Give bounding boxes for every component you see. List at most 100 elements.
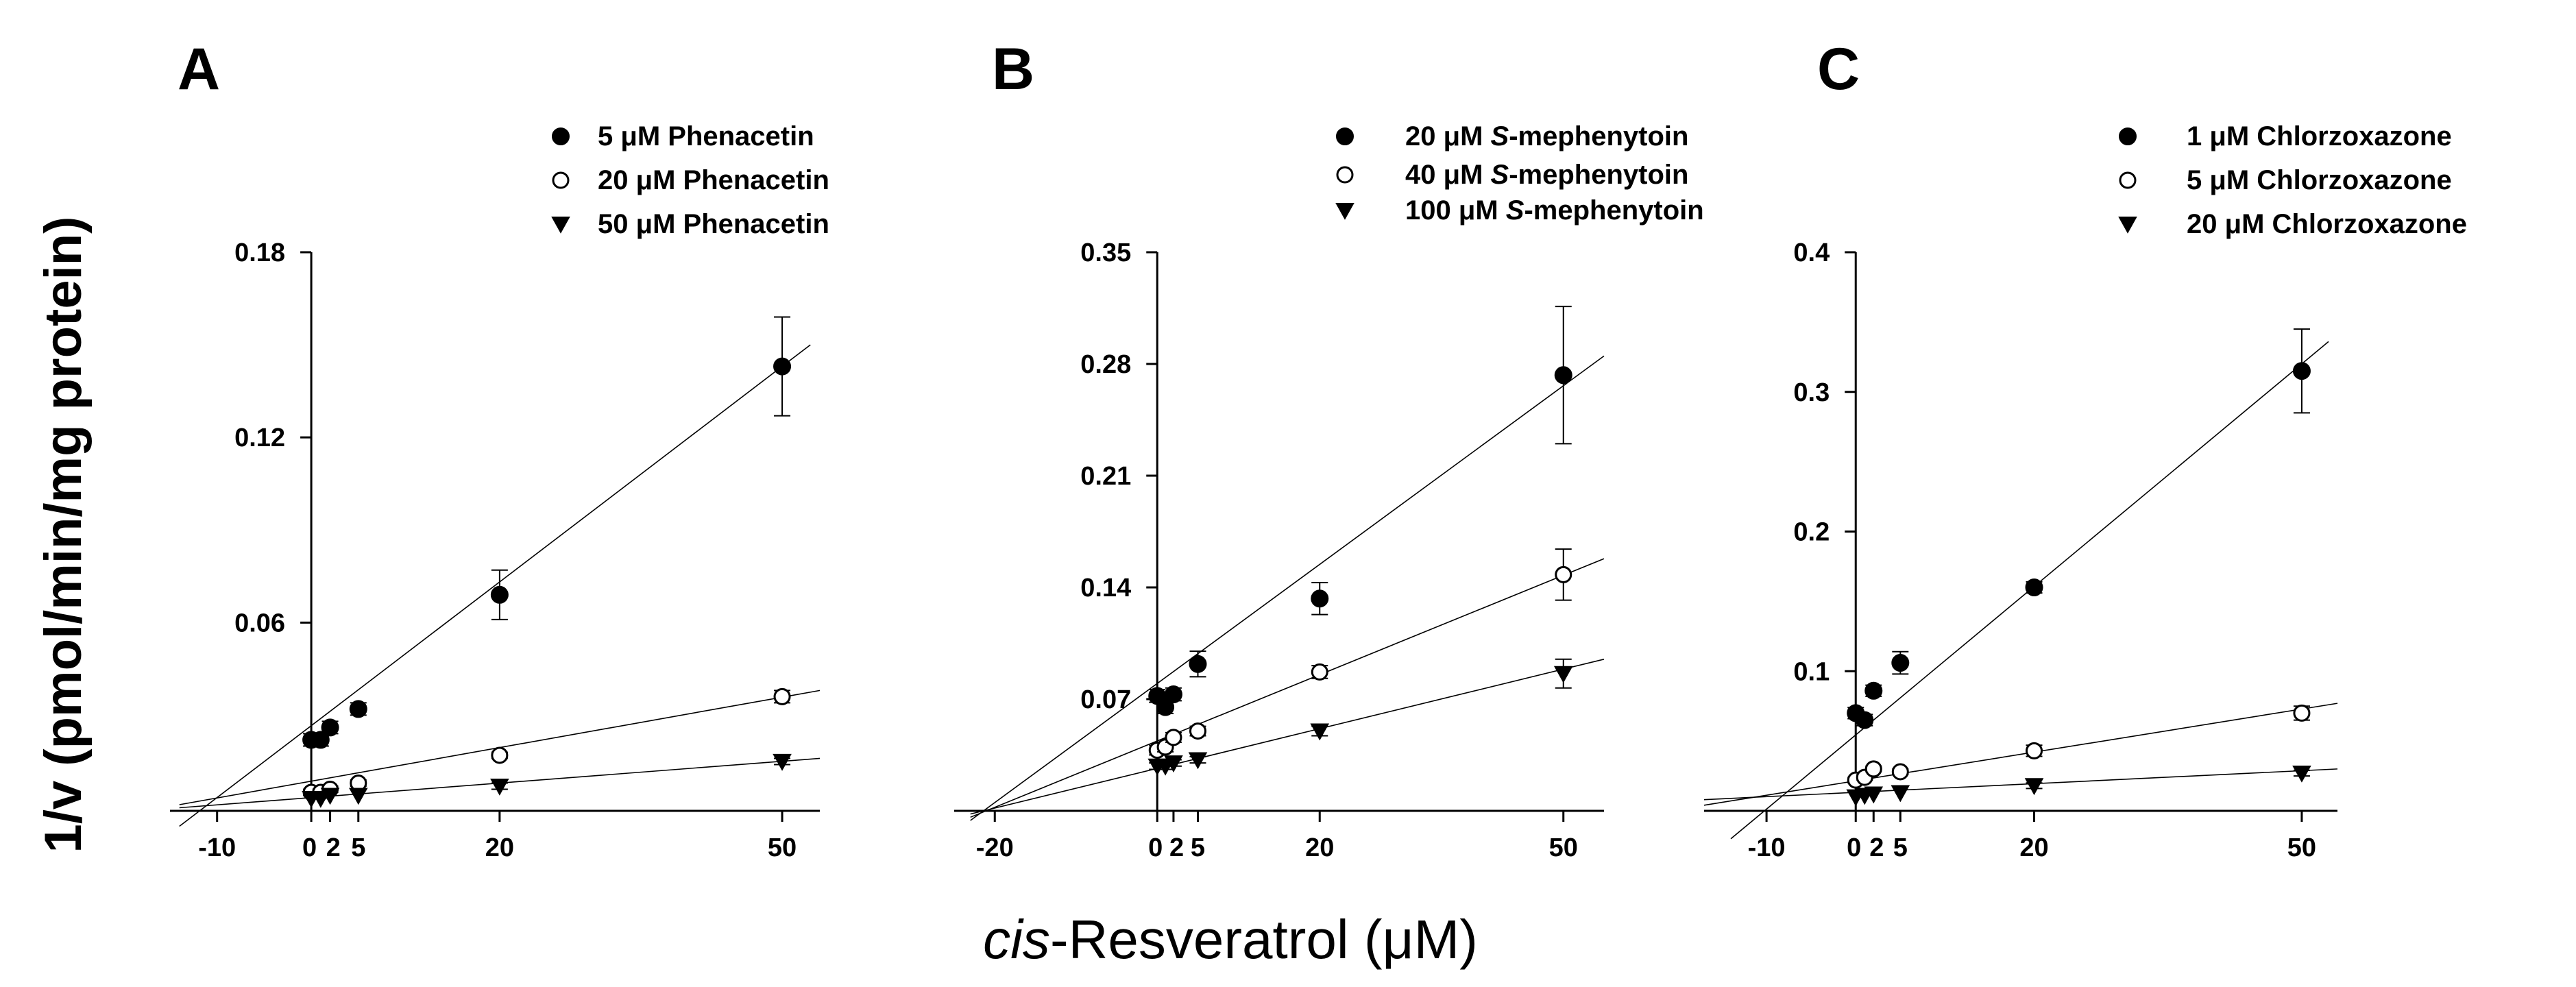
legend-label-part: 20 μM	[1405, 121, 1491, 151]
data-point	[2292, 362, 2311, 380]
legend-label-part: -mephenytoin	[1524, 195, 1703, 226]
data-point	[1864, 786, 1884, 804]
legend-label-c-1: 1 μM Chlorzoxazone	[2187, 121, 2452, 151]
x-tick-label-a: 5	[351, 833, 365, 862]
data-point	[1164, 755, 1183, 772]
legend-label-a-1: 5 μM Phenacetin	[598, 121, 814, 151]
data-point	[490, 778, 509, 796]
regression-line	[970, 659, 1605, 815]
regression-line	[970, 355, 1605, 821]
data-point	[490, 585, 509, 604]
legend-marker-c-1	[2119, 127, 2137, 145]
data-point	[2024, 778, 2044, 796]
y-tick-label-a: 0.12	[234, 424, 285, 452]
panel-a: A 0.06 0.12 0.18 -10 0 2 5 20 50 5 μM Phenacetin 20…	[170, 36, 829, 862]
data-point	[2292, 765, 2311, 783]
x-tick-label-c: 5	[1893, 833, 1908, 862]
panel-letter-c: C	[1817, 36, 1860, 102]
x-tick-label-c: -10	[1748, 833, 1786, 862]
x-tick-label-c: 2	[1869, 833, 1884, 862]
data-point	[348, 788, 368, 805]
series-c-1	[1730, 328, 2329, 840]
data-point	[1553, 666, 1573, 683]
data-point	[1554, 366, 1572, 385]
data-point	[1165, 729, 1182, 746]
legend-label-a-3: 50 μM Phenacetin	[598, 209, 829, 239]
data-point	[773, 753, 792, 771]
regression-line	[1703, 768, 2338, 801]
data-point	[1310, 723, 1330, 741]
y-tick-label-b: 0.07	[1080, 685, 1131, 714]
legend-label-part: -mephenytoin	[1509, 121, 1688, 151]
legend-label-c-3: 20 μM Chlorzoxazone	[2187, 209, 2467, 239]
data-point	[311, 731, 330, 749]
legend-marker-a-2	[552, 171, 570, 189]
x-tick-label-a: 20	[485, 833, 514, 862]
x-tick-label-c: 20	[2019, 833, 2048, 862]
y-tick-label-b: 0.35	[1080, 239, 1131, 267]
data-point	[2025, 578, 2043, 596]
y-tick-label-c: 0.2	[1793, 518, 1830, 547]
data-point	[1188, 752, 1208, 770]
x-tick-label-a: -10	[198, 833, 236, 862]
panels: A0.060.120.18-10 0 2 5 20 505 μM Phenacetin20…	[170, 36, 2467, 862]
legend-marker-b-3	[1335, 202, 1354, 220]
data-point	[1311, 589, 1329, 608]
x-tick-label-b: 50	[1549, 833, 1578, 862]
data-point	[1891, 785, 1910, 803]
series-b-3	[970, 658, 1605, 815]
data-point	[1891, 763, 1909, 781]
series-c-3	[1703, 765, 2338, 807]
y-tick-label-c: 0.4	[1793, 239, 1830, 267]
data-point	[773, 687, 791, 705]
x-tick-label-a: 50	[768, 833, 797, 862]
legend-label-part: S	[1491, 121, 1509, 151]
legend-label-b-2: 40 μM S-mephenytoin	[1405, 160, 1688, 190]
data-point	[2293, 704, 2311, 722]
legend-marker-b-2	[1336, 166, 1354, 184]
series-c-2	[1703, 703, 2338, 806]
panel-c: C 0.1 0.2 0.3 0.4 -10 0 2 5 20 50 1 μM Chlorzoxazon…	[1703, 36, 2467, 862]
x-tick-label-c: 0	[1847, 833, 1861, 862]
panel-letter-a: A	[178, 36, 220, 102]
data-point	[1891, 654, 1910, 672]
x-axis-label: cis-Resveratrol (μM)	[983, 909, 1478, 970]
data-point	[1555, 565, 1572, 583]
legend-label-part: S	[1506, 195, 1524, 226]
x-axis-label-rest: -Resveratrol (μM)	[1050, 909, 1478, 970]
series-b-1	[970, 306, 1605, 821]
legend-label-c-2: 5 μM Chlorzoxazone	[2187, 165, 2452, 195]
data-point	[773, 357, 792, 376]
x-axis-label-italic: cis	[983, 909, 1050, 970]
legend-label-part: 100 μM	[1405, 195, 1506, 226]
legend-label-part: 40 μM	[1405, 160, 1491, 190]
x-tick-label-b: 2	[1169, 833, 1184, 862]
series-b-2	[970, 548, 1605, 818]
data-point	[2026, 742, 2043, 759]
data-point	[1856, 711, 1874, 729]
legend-label-b-1: 20 μM S-mephenytoin	[1405, 121, 1688, 151]
data-point	[320, 788, 340, 805]
y-tick-label-a: 0.18	[234, 239, 285, 267]
series-a-3	[179, 753, 821, 809]
y-tick-label-b: 0.14	[1080, 574, 1131, 602]
legend-label-b-3: 100 μM S-mephenytoin	[1405, 195, 1704, 226]
legend-marker-a-3	[551, 216, 570, 234]
data-point	[1864, 681, 1883, 700]
x-tick-label-c: 50	[2287, 833, 2316, 862]
legend-marker-a-1	[552, 127, 570, 145]
legend-label-part: -mephenytoin	[1509, 160, 1688, 190]
regression-line	[179, 344, 811, 827]
x-tick-label-b: 20	[1305, 833, 1334, 862]
data-point	[1189, 655, 1207, 673]
y-tick-label-b: 0.28	[1080, 350, 1131, 379]
x-tick-label-b: 5	[1191, 833, 1205, 862]
y-tick-label-c: 0.3	[1793, 378, 1830, 407]
legend-marker-c-2	[2119, 171, 2137, 189]
data-point	[1189, 722, 1206, 740]
panel-letter-b: B	[992, 36, 1034, 102]
x-tick-label-a: 0	[302, 833, 317, 862]
legend-marker-b-1	[1336, 127, 1354, 145]
